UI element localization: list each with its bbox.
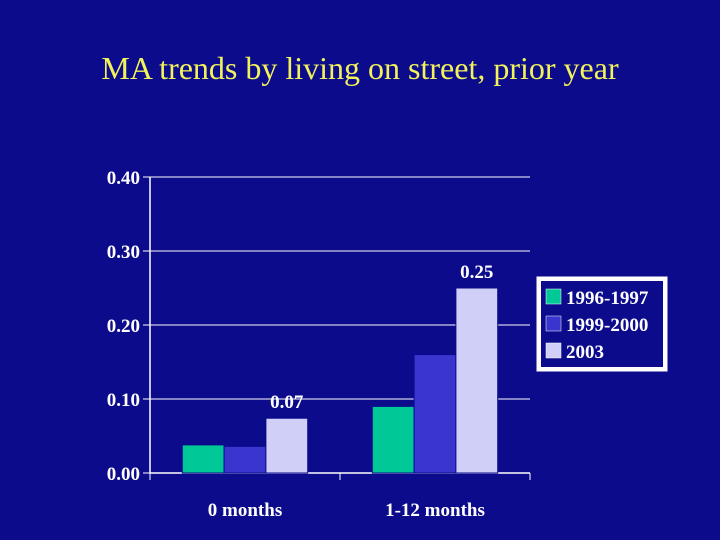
legend-swatch: [545, 315, 562, 332]
legend-entry: 2003: [566, 342, 604, 363]
y-tick-label: 0.40: [107, 168, 140, 189]
bar-1999-2000-1-12-months: [413, 354, 457, 474]
data-label: 0.07: [270, 392, 304, 413]
bar-1996-1997-0-months: [181, 444, 225, 474]
slide-title: MA trends by living on street, prior yea…: [101, 50, 619, 86]
data-label: 0.25: [460, 262, 493, 283]
legend-entry: 1996-1997: [566, 288, 649, 309]
y-tick-label: 0.20: [107, 316, 140, 337]
x-category-label: 1-12 months: [385, 500, 485, 521]
legend-box: [541, 281, 663, 367]
bar-1996-1997-1-12-months: [371, 405, 415, 474]
y-tick-label: 0.10: [107, 390, 140, 411]
bar-2003-0-months: [265, 417, 309, 474]
legend-swatch: [545, 342, 562, 359]
bar-1999-2000-0-months: [223, 445, 267, 474]
y-tick-label: 0.30: [107, 242, 140, 263]
bar-2003-1-12-months: [455, 287, 499, 474]
legend-swatch: [545, 288, 562, 305]
x-category-label: 0 months: [208, 500, 282, 521]
legend-entry: 1999-2000: [566, 315, 648, 336]
y-tick-label: 0.00: [107, 464, 140, 485]
